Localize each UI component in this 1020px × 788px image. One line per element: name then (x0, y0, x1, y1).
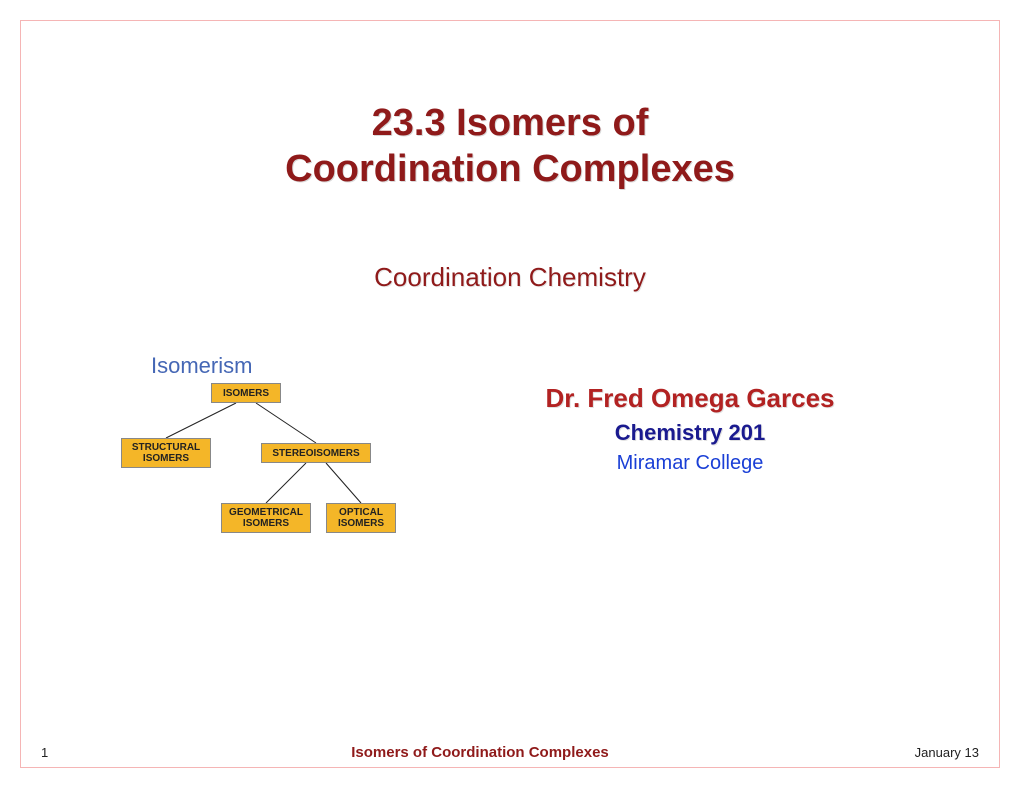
diagram-heading: Isomerism (151, 353, 431, 379)
footer-title: Isomers of Coordination Complexes (101, 744, 859, 761)
slide-footer: 1 Isomers of Coordination Complexes Janu… (21, 744, 999, 761)
slide-subtitle: Coordination Chemistry (21, 262, 999, 293)
credits-column: Dr. Fred Omega Garces Chemistry 201 Mira… (431, 353, 909, 475)
diagram-node-root: ISOMERS (211, 383, 281, 403)
slide-border: 23.3 Isomers of Coordination Complexes C… (20, 20, 1000, 768)
author-name: Dr. Fred Omega Garces (471, 383, 909, 414)
course-code: Chemistry 201 (471, 420, 909, 446)
diagram-node-opt: OPTICALISOMERS (326, 503, 396, 533)
isomerism-diagram: Isomerism ISOMERS STRUCTURALISOMERS STEREO… (111, 353, 431, 563)
title-line-2: Coordination Complexes (21, 147, 999, 193)
slide: 23.3 Isomers of Coordination Complexes C… (0, 0, 1020, 788)
footer-date: January 13 (859, 745, 979, 760)
diagram-node-stereo: STEREOISOMERS (261, 443, 371, 463)
diagram-column: Isomerism ISOMERS STRUCTURALISOMERS STEREO… (111, 353, 431, 563)
diagram-canvas: ISOMERS STRUCTURALISOMERS STEREOISOMERS GEO… (111, 383, 431, 563)
slide-title: 23.3 Isomers of Coordination Complexes (21, 101, 999, 192)
diagram-edges (111, 383, 431, 563)
page-number: 1 (41, 745, 101, 760)
diagram-node-geo: GEOMETRICALISOMERS (221, 503, 311, 533)
college-name: Miramar College (471, 452, 909, 475)
diagram-node-struct: STRUCTURALISOMERS (121, 438, 211, 468)
content-row: Isomerism ISOMERS STRUCTURALISOMERS STEREO… (21, 353, 999, 563)
title-line-1: 23.3 Isomers of (21, 101, 999, 147)
